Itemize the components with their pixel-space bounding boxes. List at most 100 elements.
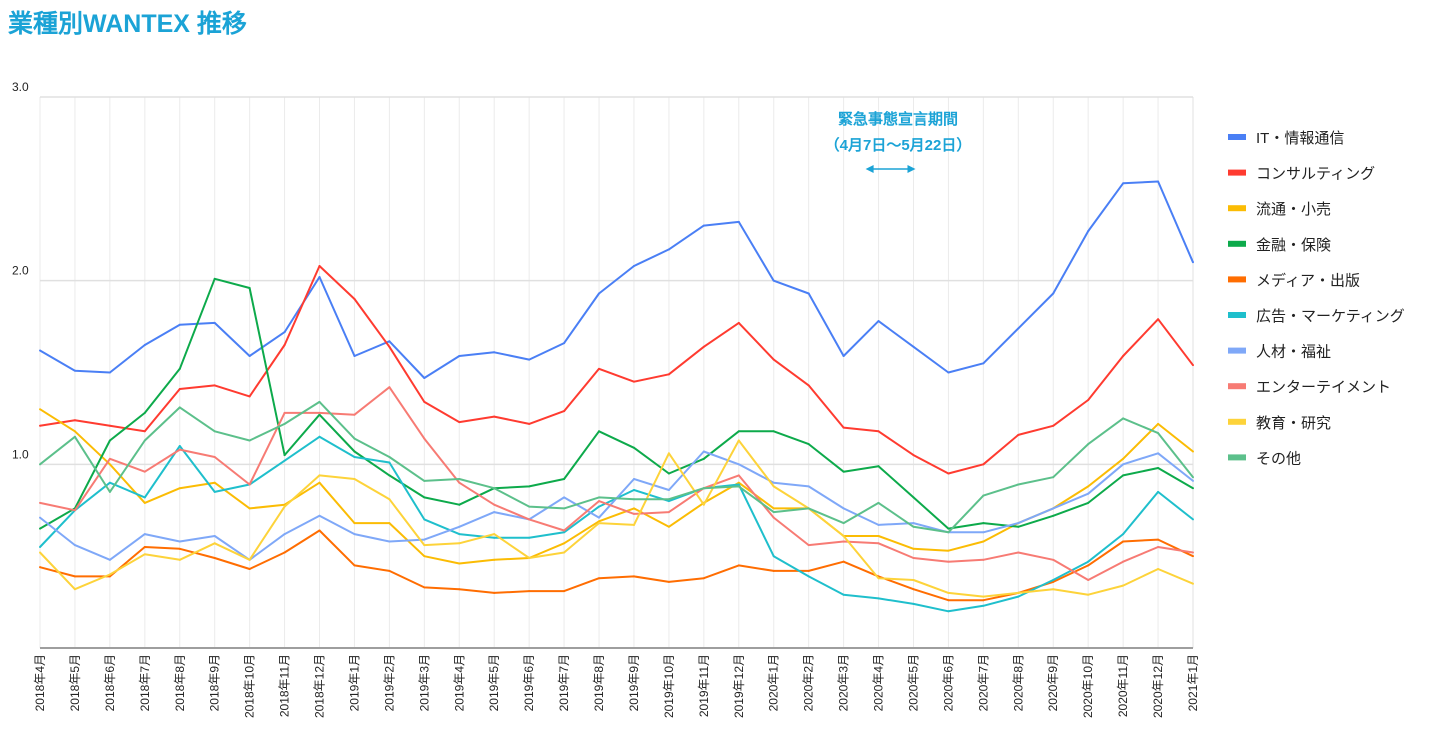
data-point bbox=[1192, 476, 1194, 479]
data-point bbox=[877, 320, 880, 323]
data-point bbox=[912, 547, 915, 550]
data-point bbox=[598, 367, 601, 370]
data-point bbox=[73, 430, 76, 433]
data-point bbox=[283, 505, 286, 508]
data-point bbox=[877, 430, 880, 433]
data-point bbox=[563, 531, 566, 534]
data-point bbox=[178, 406, 181, 409]
data-point bbox=[283, 454, 286, 457]
legend-label: 広告・マーケティング bbox=[1256, 308, 1405, 325]
data-point bbox=[912, 454, 915, 457]
data-point bbox=[877, 501, 880, 504]
data-point bbox=[1157, 467, 1160, 470]
data-point bbox=[912, 345, 915, 348]
data-point bbox=[1052, 558, 1055, 561]
data-point bbox=[912, 588, 915, 591]
x-tick-label: 2018年4月 bbox=[33, 654, 47, 711]
data-point bbox=[248, 558, 251, 561]
data-point bbox=[213, 277, 216, 280]
legend-swatch bbox=[1228, 454, 1246, 461]
data-point bbox=[1017, 595, 1020, 598]
data-point bbox=[702, 450, 705, 453]
data-point bbox=[458, 525, 461, 528]
data-point bbox=[702, 345, 705, 348]
data-point bbox=[737, 474, 740, 477]
data-point bbox=[353, 450, 356, 453]
x-tick-label: 2021年1月 bbox=[1186, 654, 1200, 711]
data-point bbox=[39, 516, 41, 519]
data-point bbox=[213, 534, 216, 537]
data-point bbox=[912, 579, 915, 582]
data-point bbox=[947, 527, 950, 530]
data-point bbox=[1052, 514, 1055, 517]
data-point bbox=[213, 430, 216, 433]
x-tick-label: 2020年12月 bbox=[1151, 654, 1165, 718]
data-point bbox=[598, 505, 601, 508]
legend-swatch bbox=[1228, 169, 1246, 176]
data-point bbox=[1122, 354, 1125, 357]
data-point bbox=[108, 481, 111, 484]
arrow-left-icon bbox=[865, 165, 874, 173]
data-point bbox=[667, 472, 670, 475]
data-point bbox=[807, 292, 810, 295]
data-point bbox=[39, 463, 41, 466]
data-point bbox=[632, 489, 635, 492]
data-point bbox=[632, 512, 635, 515]
data-point bbox=[1052, 579, 1055, 582]
data-point bbox=[563, 410, 566, 413]
data-point bbox=[73, 588, 76, 591]
data-point bbox=[283, 422, 286, 425]
data-point bbox=[982, 599, 985, 602]
data-point bbox=[912, 557, 915, 560]
data-point bbox=[388, 498, 391, 501]
x-tick-label: 2019年2月 bbox=[382, 654, 396, 711]
data-point bbox=[772, 485, 775, 488]
data-point bbox=[353, 437, 356, 440]
data-point bbox=[772, 516, 775, 519]
data-point bbox=[1017, 483, 1020, 486]
data-point bbox=[737, 220, 740, 223]
data-point bbox=[423, 538, 426, 541]
data-point bbox=[388, 474, 391, 477]
data-point bbox=[1017, 433, 1020, 436]
data-point bbox=[807, 507, 810, 510]
data-point bbox=[1157, 422, 1160, 425]
x-tick-label: 2019年9月 bbox=[627, 654, 641, 711]
data-point bbox=[283, 343, 286, 346]
data-point bbox=[458, 481, 461, 484]
data-point bbox=[1192, 551, 1194, 554]
data-point bbox=[912, 602, 915, 605]
data-point bbox=[178, 558, 181, 561]
data-point bbox=[947, 591, 950, 594]
data-point bbox=[982, 540, 985, 543]
data-point bbox=[877, 542, 880, 545]
data-point bbox=[1122, 560, 1125, 563]
y-tick-label: 2.0 bbox=[12, 264, 29, 278]
data-point bbox=[423, 437, 426, 440]
data-point bbox=[912, 522, 915, 525]
data-point bbox=[667, 500, 670, 503]
data-point bbox=[1157, 180, 1160, 183]
data-point bbox=[178, 487, 181, 490]
data-point bbox=[1017, 522, 1020, 525]
data-point bbox=[737, 439, 740, 442]
data-point bbox=[598, 292, 601, 295]
data-point bbox=[248, 287, 251, 290]
annotation-title: 緊急事態宣言期間 bbox=[838, 110, 958, 128]
x-tick-label: 2019年1月 bbox=[347, 654, 361, 711]
x-tick-label: 2019年10月 bbox=[662, 654, 676, 718]
x-tick-label: 2020年2月 bbox=[802, 654, 816, 711]
data-point bbox=[458, 503, 461, 506]
data-point bbox=[213, 490, 216, 493]
data-point bbox=[667, 452, 670, 455]
data-point bbox=[807, 485, 810, 488]
data-point bbox=[1157, 318, 1160, 321]
data-point bbox=[108, 558, 111, 561]
series-line-3 bbox=[39, 277, 1194, 530]
data-point bbox=[772, 569, 775, 572]
data-point bbox=[39, 566, 41, 569]
data-point bbox=[982, 604, 985, 607]
data-point bbox=[493, 591, 496, 594]
legend-swatch bbox=[1228, 312, 1246, 318]
series-line-0 bbox=[39, 180, 1194, 379]
